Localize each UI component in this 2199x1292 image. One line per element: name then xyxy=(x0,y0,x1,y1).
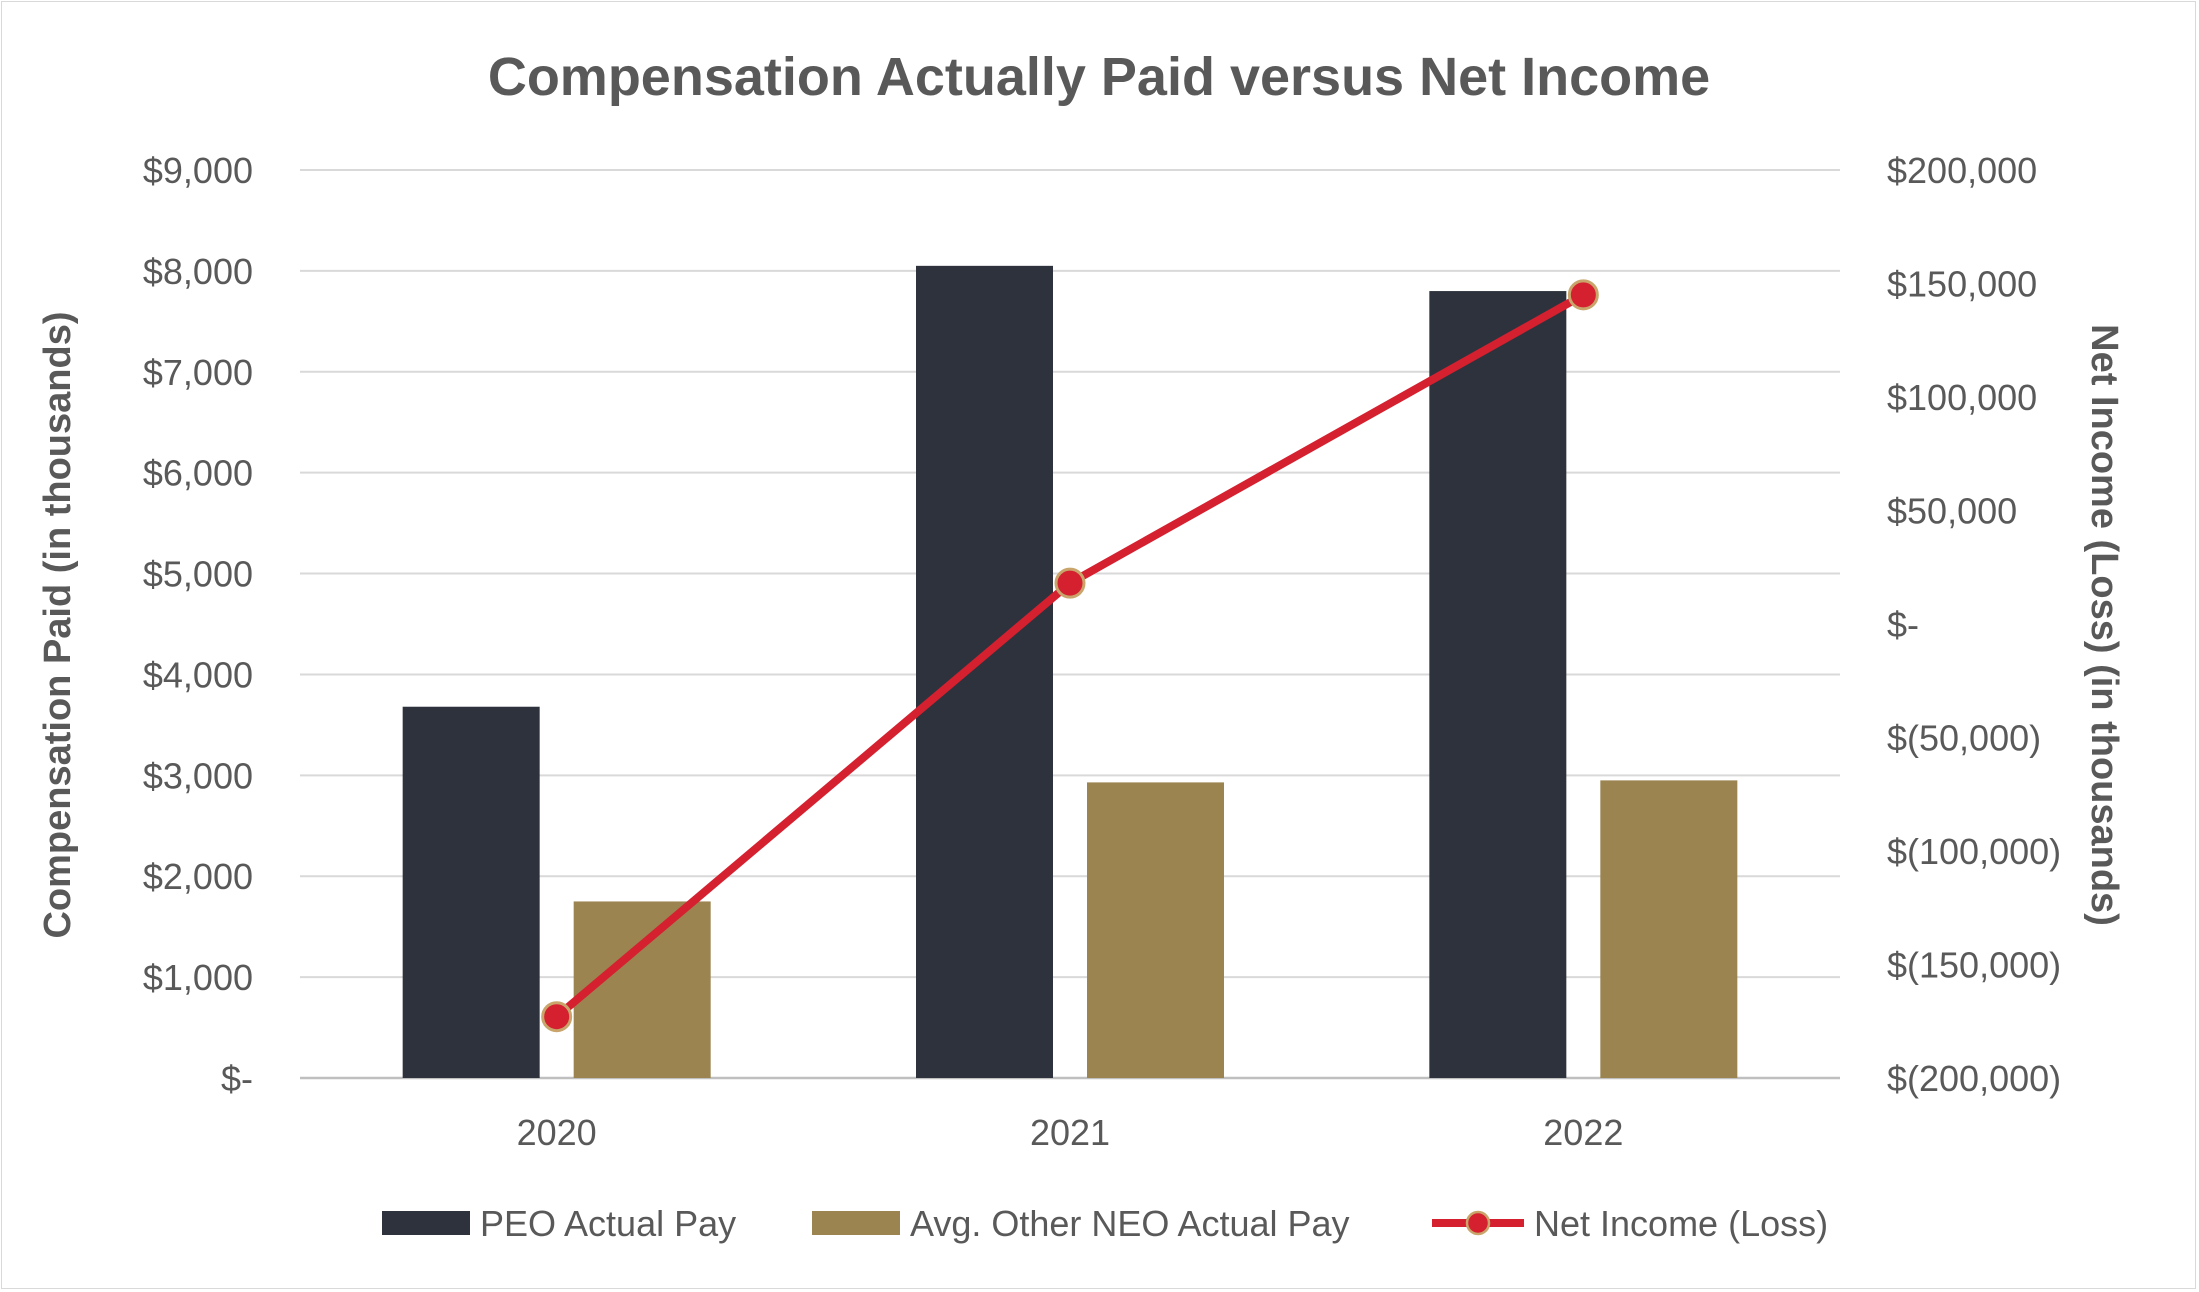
bars-group xyxy=(402,265,1738,1079)
right-tick-label: $(100,000) xyxy=(1887,831,2061,872)
right-tick-label: $(50,000) xyxy=(1887,718,2041,759)
bar-avg-other-neo-actual-pay-2022 xyxy=(1600,780,1738,1078)
line-series-group xyxy=(541,279,1599,1033)
bar-peo-actual-pay-2020 xyxy=(402,706,540,1078)
legend-swatch xyxy=(382,1211,470,1235)
right-axis-ticks: $(200,000) $(150,000) $(100,000) $(50,000) $… xyxy=(1887,150,2061,1099)
legend-swatch-marker xyxy=(1465,1210,1491,1236)
left-tick-label: $3,000 xyxy=(143,755,253,796)
net-income-point-2022 xyxy=(1567,279,1599,311)
left-tick-label: $9,000 xyxy=(143,150,253,191)
x-axis-ticks: 2020 2021 2022 xyxy=(517,1112,1624,1153)
x-tick-label: 2022 xyxy=(1543,1112,1623,1153)
right-tick-label: $(150,000) xyxy=(1887,945,2061,986)
right-tick-label: $200,000 xyxy=(1887,150,2037,191)
left-tick-label: $8,000 xyxy=(143,251,253,292)
left-tick-label: $2,000 xyxy=(143,856,253,897)
right-tick-label: $100,000 xyxy=(1887,377,2037,418)
left-tick-label: $- xyxy=(221,1058,253,1099)
legend-swatch xyxy=(812,1211,900,1235)
left-axis-ticks: $- $1,000 $2,000 $3,000 $4,000 $5,000 $6,000 $7… xyxy=(143,150,253,1099)
left-tick-label: $5,000 xyxy=(143,554,253,595)
left-tick-label: $6,000 xyxy=(143,453,253,494)
bar-peo-actual-pay-2022 xyxy=(1429,291,1567,1079)
bar-peo-actual-pay-2021 xyxy=(916,265,1053,1078)
left-axis-title: Compensation Paid (in thousands) xyxy=(37,311,79,938)
net-income-point-2020 xyxy=(541,1001,573,1033)
left-tick-label: $1,000 xyxy=(143,957,253,998)
legend: PEO Actual Pay Avg. Other NEO Actual Pay N… xyxy=(382,1203,1828,1244)
right-tick-label: $50,000 xyxy=(1887,491,2017,532)
left-tick-label: $7,000 xyxy=(143,352,253,393)
x-tick-label: 2021 xyxy=(1030,1112,1110,1153)
right-tick-label: $150,000 xyxy=(1887,264,2037,305)
chart-title: Compensation Actually Paid versus Net In… xyxy=(488,47,1710,107)
x-tick-label: 2020 xyxy=(517,1112,597,1153)
left-tick-label: $4,000 xyxy=(143,654,253,695)
legend-label: Net Income (Loss) xyxy=(1534,1203,1828,1244)
right-axis-title: Net Income (Loss) (in thousands) xyxy=(2083,324,2125,926)
right-tick-label: $- xyxy=(1887,604,1919,645)
legend-label: PEO Actual Pay xyxy=(480,1203,736,1244)
legend-label: Avg. Other NEO Actual Pay xyxy=(910,1203,1350,1244)
net-income-point-2021 xyxy=(1054,567,1086,599)
bar-avg-other-neo-actual-pay-2021 xyxy=(1087,782,1224,1078)
gridlines xyxy=(300,169,1840,1080)
bar-avg-other-neo-actual-pay-2020 xyxy=(573,901,711,1078)
right-tick-label: $(200,000) xyxy=(1887,1058,2061,1099)
